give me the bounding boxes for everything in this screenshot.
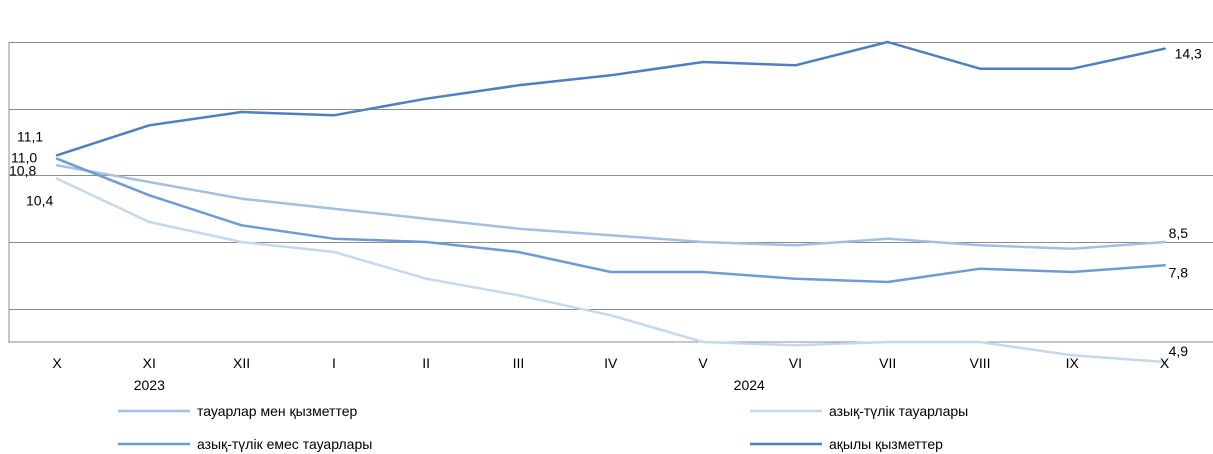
data-label-series-3-1: 14,3: [1175, 46, 1202, 62]
series-line-3: [55, 40, 1166, 157]
x-tick-label-3: I: [332, 355, 336, 371]
x-tick-label-2: XII: [233, 355, 250, 371]
gridlines: [9, 42, 1213, 310]
legend-label-1: азық-түлік тауарлары: [829, 403, 968, 419]
x-tick-label-8: VI: [789, 355, 802, 371]
data-label-series-3-0: 11,1: [17, 128, 43, 144]
year-labels: 2023 2024: [134, 377, 765, 393]
legend-label-0: тауарлар мен қызметтер: [197, 403, 357, 419]
data-label-series-2-1: 7,8: [1169, 264, 1189, 280]
data-label-series-0-1: 8,5: [1169, 225, 1189, 241]
data-label-series-1-1: 4,9: [1169, 343, 1189, 359]
year-label-0: 2023: [134, 377, 165, 393]
x-tick-labels: X XI XII I II III IV V VI VII VIII IX X: [52, 355, 1170, 371]
legend-label-2: азық-түлік емес тауарлары: [197, 436, 372, 452]
legend: тауарлар мен қызметтер азық-түлік тауарла…: [118, 403, 968, 452]
series-line-2: [55, 157, 1166, 284]
x-tick-label-5: III: [513, 355, 525, 371]
year-label-1: 2024: [734, 377, 765, 393]
data-label-series-0-0: 10,8: [9, 162, 36, 178]
x-tick-label-9: VII: [879, 355, 896, 371]
x-tick-label-11: IX: [1066, 355, 1080, 371]
series-lines: [55, 40, 1166, 364]
x-tick-label-12: X: [1160, 355, 1170, 371]
x-tick-label-6: IV: [604, 355, 618, 371]
series-line-0: [55, 164, 1166, 250]
x-tick-label-10: VIII: [969, 355, 990, 371]
x-tick-label-4: II: [422, 355, 430, 371]
legend-label-3: ақылы қызметтер: [829, 436, 943, 452]
data-label-series-2-0: 11,0: [11, 150, 37, 166]
x-tick-label-1: XI: [143, 355, 156, 371]
data-labels: 10,8 8,5 10,4 4,9 11,0 7,8 11,1 14,3: [9, 46, 1202, 359]
data-label-series-1-0: 10,4: [26, 193, 53, 209]
x-tick-label-0: X: [52, 355, 62, 371]
x-tick-label-7: V: [698, 355, 708, 371]
